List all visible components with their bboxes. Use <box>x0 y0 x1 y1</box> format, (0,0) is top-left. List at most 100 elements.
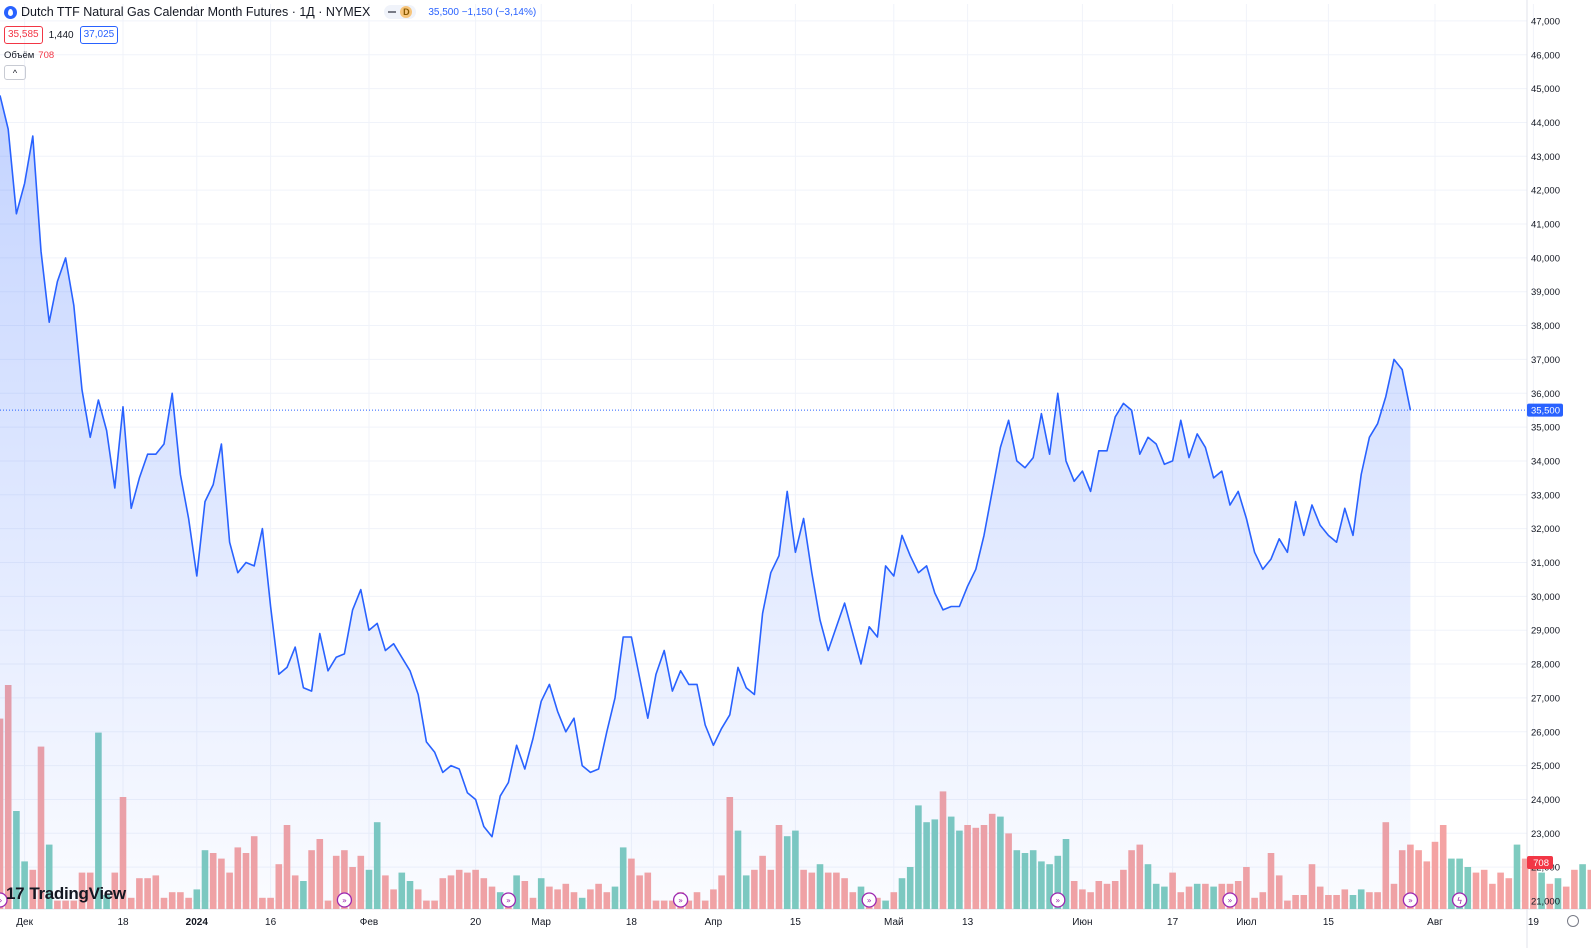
volume-bar-down <box>1521 858 1529 909</box>
settings-icon[interactable] <box>1567 915 1579 927</box>
dividend-marker-icon <box>1050 892 1066 908</box>
volume-bar-down <box>1497 872 1504 909</box>
volume-bar-down <box>1472 872 1480 909</box>
dividend-glyph: » <box>1408 896 1413 905</box>
dividend-glyph: » <box>1228 896 1233 905</box>
price-tick-label: 26,000 <box>1531 727 1560 738</box>
flash-icon <box>1451 892 1468 908</box>
last-price-badge <box>1527 403 1563 417</box>
time-axis[interactable]: Дек 18 2024 16 Фев 20 Мар 18 Апр 15 Май 13 Июн 17 Июл 1… <box>16 917 1539 928</box>
volume-bar-down <box>1489 883 1496 909</box>
price-tick-label: 33,000 <box>1531 490 1560 501</box>
time-tick-label: 18 <box>117 917 129 928</box>
volume-bar-up <box>1448 858 1455 909</box>
dividend-marker-icon <box>0 892 8 908</box>
buy-price-button[interactable]: 37,025 <box>79 26 119 44</box>
price-line <box>0 95 1412 838</box>
price-tick-label: 42,000 <box>1531 186 1560 197</box>
tradingview-logo-text: TradingView <box>29 884 126 903</box>
chart-legend: Dutch TTF Natural Gas Calendar Month Fut… <box>4 4 536 80</box>
time-tick-label: 2024 <box>186 917 209 928</box>
time-tick-label: 15 <box>1323 917 1335 928</box>
price-tick-label: 25,000 <box>1531 761 1560 772</box>
price-tick-label: 47,000 <box>1531 16 1560 27</box>
volume-bar-down <box>1415 850 1422 909</box>
dividend-marker-icon <box>861 892 877 908</box>
tradingview-logo[interactable]: 17 TradingView <box>6 884 126 904</box>
price-tick-label: 46,000 <box>1531 50 1560 61</box>
price-tick-label: 44,000 <box>1531 118 1560 129</box>
volume-bar-up <box>1538 872 1545 909</box>
dividend-marker-icon <box>1402 892 1419 908</box>
price-tick-label: 27,000 <box>1531 693 1560 704</box>
price-tick-label: 41,000 <box>1531 220 1560 231</box>
price-tick-label: 45,000 <box>1531 84 1560 95</box>
price-tick-label: 28,000 <box>1531 660 1560 671</box>
event-markers[interactable]: » » » » » » » » ϟ <box>0 892 1468 908</box>
last-volume-badge <box>1527 856 1553 869</box>
volume-bar-up <box>1513 844 1521 909</box>
volume-legend: Объём 708 <box>4 50 536 61</box>
area-fill <box>0 95 1411 909</box>
volume-bar-down <box>1587 869 1591 909</box>
time-tick-label: Мар <box>531 917 551 928</box>
time-tick-label: Авг <box>1427 917 1443 928</box>
price-tick-label: 23,000 <box>1531 829 1560 840</box>
volume-bar-down <box>1562 886 1570 909</box>
volume-bar-down <box>1480 869 1488 909</box>
price-tick-label: 36,000 <box>1531 389 1560 400</box>
time-tick-label: Июл <box>1236 917 1256 928</box>
volume-bar-down <box>1571 869 1578 909</box>
price-change: 35,500 −1,150 (−3,14%) <box>428 6 537 18</box>
time-tick-label: 18 <box>626 917 638 928</box>
price-tick-label: 40,000 <box>1531 253 1560 264</box>
dividend-marker-icon <box>500 892 517 908</box>
dividend-marker-icon <box>1222 892 1238 908</box>
dividend-glyph: » <box>0 896 3 905</box>
price-tick-label: 43,000 <box>1531 152 1560 163</box>
price-tick-label: 30,000 <box>1531 592 1560 603</box>
time-tick-label: Июн <box>1072 917 1092 928</box>
spread-value: 1,440 <box>48 29 74 41</box>
dividend-marker-icon <box>672 892 689 908</box>
dividend-glyph: » <box>867 896 872 905</box>
volume-bar-up <box>1554 878 1562 909</box>
volume-bar-down <box>1530 867 1537 909</box>
time-tick-label: Дек <box>16 917 33 928</box>
price-tick-label: 24,000 <box>1531 795 1560 806</box>
time-tick-label: 19 <box>1528 917 1540 928</box>
flash-glyph: ϟ <box>1457 897 1463 907</box>
time-tick-label: Май <box>884 917 904 928</box>
volume-bar-down <box>1546 883 1554 909</box>
chevron-up-icon: ^ <box>12 67 18 78</box>
last-volume-label: 708 <box>1533 858 1549 869</box>
price-tick-label: 35,000 <box>1531 423 1560 434</box>
time-tick-label: 13 <box>962 917 974 928</box>
time-tick-label: Фев <box>360 917 378 928</box>
time-tick-label: 17 <box>1167 917 1179 928</box>
last-price-label: 35,500 <box>1531 406 1560 417</box>
price-tick-label: 32,000 <box>1531 524 1560 535</box>
price-tick-label: 31,000 <box>1531 558 1560 569</box>
dividend-glyph: » <box>1055 896 1060 905</box>
collapse-legend-button[interactable]: ^ <box>4 65 26 80</box>
symbol-title[interactable]: Dutch TTF Natural Gas Calendar Month Fut… <box>21 5 371 19</box>
water-drop-icon <box>4 5 17 19</box>
volume-bar-down <box>1431 841 1439 909</box>
time-tick-label: 16 <box>265 917 277 928</box>
minus-icon <box>388 11 397 13</box>
interval-badge[interactable]: D <box>384 5 417 19</box>
time-tick-label: 15 <box>790 917 802 928</box>
sell-price-button[interactable]: 35,585 <box>4 26 43 44</box>
dividend-marker-icon <box>336 892 353 908</box>
volume-bar-up <box>1579 864 1586 909</box>
price-axis[interactable]: 21,00022,00023,00024,00025,00026,00027,0… <box>1527 16 1563 908</box>
dividend-glyph: » <box>342 896 347 905</box>
price-tick-label: 29,000 <box>1531 626 1560 637</box>
price-tick-label: 34,000 <box>1531 456 1560 467</box>
tradingview-mark-icon: 17 <box>6 884 25 903</box>
time-tick-label: 20 <box>470 917 482 928</box>
volume-bar-down <box>1439 825 1447 909</box>
price-area <box>0 95 1527 909</box>
